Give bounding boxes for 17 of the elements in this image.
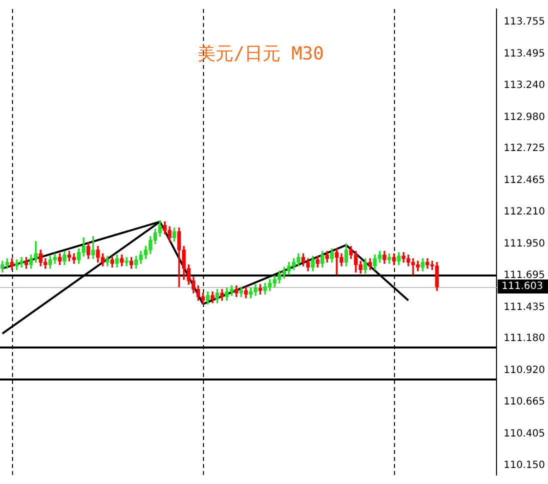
y-tick-label: 113.495 xyxy=(504,48,546,60)
y-tick-label: 110.150 xyxy=(504,460,546,471)
y-tick-label: 111.435 xyxy=(504,302,546,313)
y-tick-label: 111.695 xyxy=(504,270,546,281)
y-tick-label: 112.725 xyxy=(504,143,546,154)
y-tick-label: 112.980 xyxy=(504,112,546,123)
y-tick-label: 111.180 xyxy=(504,333,546,344)
y-tick-label: 110.405 xyxy=(504,428,546,440)
y-tick-label: 111.950 xyxy=(504,238,546,250)
y-tick-label: 112.465 xyxy=(504,175,546,186)
text: 美元/日元 M30 xyxy=(198,44,324,65)
ref-line-label: 111.603 xyxy=(502,281,544,292)
y-tick-label: 112.210 xyxy=(504,206,546,218)
y-tick-label: 110.665 xyxy=(504,396,546,408)
y-tick-label: 113.240 xyxy=(504,80,546,91)
y-tick-label: 113.755 xyxy=(504,16,546,28)
y-tick-label: 110.920 xyxy=(504,365,546,376)
